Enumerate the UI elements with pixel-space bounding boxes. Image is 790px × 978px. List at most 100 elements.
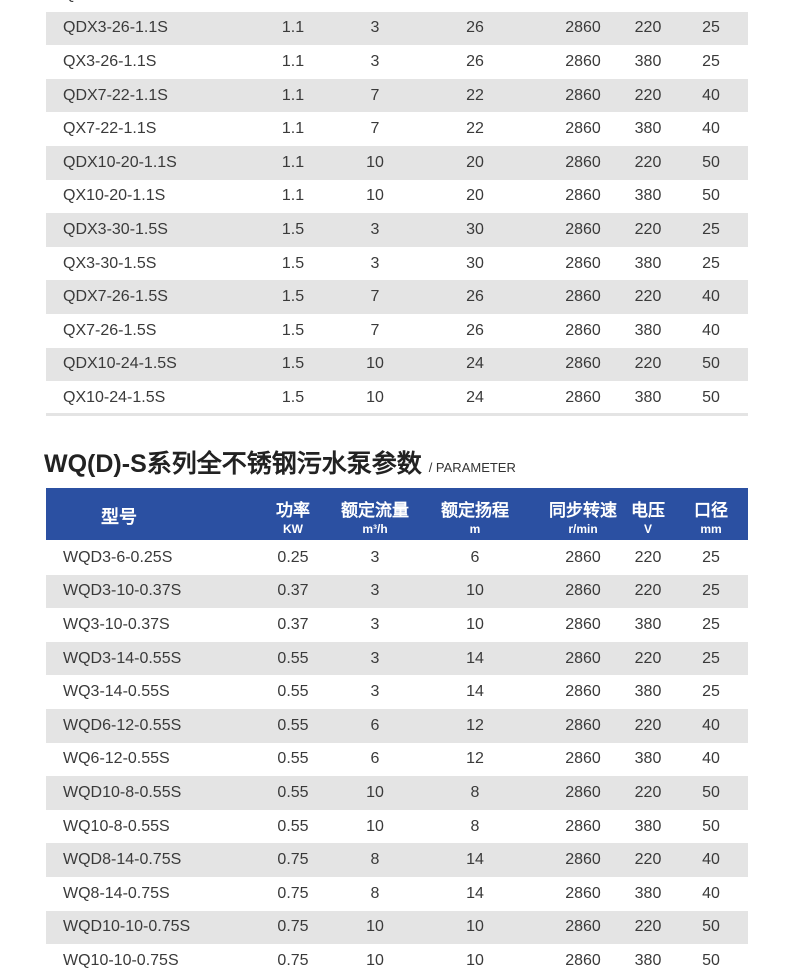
value-cell: 40 <box>702 851 720 869</box>
parameter-table-qdx: QX10-16-0.75S 0.75 10 16 2860 380 50 QDX3-26-1.… <box>46 0 748 415</box>
value-cell: 2860 <box>565 0 601 4</box>
value-cell: 20 <box>466 153 484 171</box>
table-row: QX7-22-1.1S 1.1 7 22 2860 380 40 <box>46 112 748 146</box>
model-cell: WQ6-12-0.55S <box>63 750 170 768</box>
value-cell: 50 <box>702 0 720 4</box>
value-cell: 26 <box>466 52 484 70</box>
table-row: QX3-30-1.5S 1.5 3 30 2860 380 25 <box>46 247 748 281</box>
value-cell: 0.75 <box>277 884 309 902</box>
table-row: WQ10-8-0.55S 0.55 10 8 2860 380 50 <box>46 810 748 844</box>
value-cell: 0.55 <box>277 750 309 768</box>
value-cell: 2860 <box>565 388 601 406</box>
section-subtitle: / PARAMETER <box>428 460 516 475</box>
value-cell: 1.1 <box>281 86 305 104</box>
value-cell: 50 <box>702 153 720 171</box>
value-cell: 10 <box>366 187 384 205</box>
value-cell: 14 <box>466 884 484 902</box>
value-cell: 2860 <box>565 582 601 600</box>
table-row: QX3-26-1.1S 1.1 3 26 2860 380 25 <box>46 45 748 79</box>
value-cell: 2860 <box>565 86 601 104</box>
value-cell: 3 <box>370 683 380 701</box>
value-cell: 30 <box>466 220 484 238</box>
table-row: WQD10-10-0.75S 0.75 10 10 2860 220 50 <box>46 910 748 945</box>
value-cell: 8 <box>470 783 480 801</box>
value-cell: 26 <box>466 19 484 37</box>
value-cell: 3 <box>370 582 380 600</box>
value-cell: 0.75 <box>277 918 309 936</box>
value-cell: 220 <box>634 582 662 600</box>
value-cell: 10 <box>366 153 384 171</box>
model-cell: WQ3-14-0.55S <box>63 683 170 701</box>
value-cell: 2860 <box>565 355 601 373</box>
value-cell: 25 <box>702 582 720 600</box>
value-cell: 0.55 <box>277 817 309 835</box>
table-row: QDX7-22-1.1S 1.1 7 22 2860 220 40 <box>46 78 748 113</box>
value-cell: 7 <box>370 288 380 306</box>
table-row: QDX3-30-1.5S 1.5 3 30 2860 220 25 <box>46 213 748 247</box>
value-cell: 50 <box>702 187 720 205</box>
value-cell: 26 <box>466 321 484 339</box>
value-cell: 10 <box>366 817 384 835</box>
value-cell: 2860 <box>565 750 601 768</box>
value-cell: 2860 <box>565 683 601 701</box>
value-cell: 380 <box>634 187 662 205</box>
value-cell: 0.25 <box>277 548 309 566</box>
value-cell: 220 <box>634 355 662 373</box>
value-cell: 25 <box>702 254 720 272</box>
model-cell: WQD3-10-0.37S <box>63 582 182 600</box>
value-cell: 7 <box>370 86 380 104</box>
value-cell: 6 <box>470 548 480 566</box>
value-cell: 2860 <box>565 52 601 70</box>
value-cell: 3 <box>370 220 380 238</box>
table-row: QDX3-26-1.1S 1.1 3 26 2860 220 25 <box>46 11 748 46</box>
value-cell: 2860 <box>565 187 601 205</box>
model-cell: QX10-24-1.5S <box>63 388 166 406</box>
value-cell: 3 <box>370 615 380 633</box>
value-cell: 10 <box>366 355 384 373</box>
value-cell: 380 <box>634 817 662 835</box>
table-divider <box>46 413 748 416</box>
model-cell: QX10-16-0.75S <box>46 0 246 4</box>
value-cell: 380 <box>634 884 662 902</box>
value-cell: 220 <box>634 548 662 566</box>
value-cell: 2860 <box>565 649 601 667</box>
value-cell: 50 <box>702 783 720 801</box>
value-cell: 1.1 <box>281 19 305 37</box>
value-cell: 220 <box>634 716 662 734</box>
value-cell: 380 <box>634 388 662 406</box>
value-cell: 50 <box>702 817 720 835</box>
section-title: WQ(D)-S系列全不锈钢污水泵参数 / PARAMETER <box>44 444 516 480</box>
value-cell: 16 <box>466 0 484 4</box>
value-cell: 40 <box>702 86 720 104</box>
value-cell: 30 <box>466 254 484 272</box>
value-cell: 2860 <box>565 851 601 869</box>
table-row: QX10-16-0.75S 0.75 10 16 2860 380 50 <box>46 0 748 12</box>
value-cell: 40 <box>702 750 720 768</box>
value-cell: 380 <box>635 0 662 4</box>
value-cell: 1.5 <box>281 388 305 406</box>
value-cell: 2860 <box>565 615 601 633</box>
value-cell: 14 <box>466 683 484 701</box>
value-cell: 0.55 <box>277 783 309 801</box>
value-cell: 25 <box>702 220 720 238</box>
value-cell: 40 <box>702 716 720 734</box>
value-cell: 7 <box>370 321 380 339</box>
value-cell: 14 <box>466 649 484 667</box>
value-cell: 380 <box>634 52 662 70</box>
value-cell: 24 <box>466 388 484 406</box>
table-row: WQD8-14-0.75S 0.75 8 14 2860 220 40 <box>46 843 748 877</box>
section-title-text: WQ(D)-S系列全不锈钢污水泵参数 <box>44 450 422 478</box>
value-cell: 0.55 <box>277 683 309 701</box>
value-cell: 40 <box>702 288 720 306</box>
value-cell: 3 <box>370 548 380 566</box>
header-voltage: 电压 V <box>631 501 665 536</box>
value-cell: 380 <box>634 254 662 272</box>
value-cell: 380 <box>634 321 662 339</box>
table-row: QDX7-26-1.5S 1.5 7 26 2860 220 40 <box>46 280 748 314</box>
value-cell: 220 <box>634 86 662 104</box>
value-cell: 2860 <box>565 220 601 238</box>
value-cell: 220 <box>634 19 662 37</box>
value-cell: 25 <box>702 615 720 633</box>
value-cell: 2860 <box>565 884 601 902</box>
value-cell: 3 <box>370 649 380 667</box>
